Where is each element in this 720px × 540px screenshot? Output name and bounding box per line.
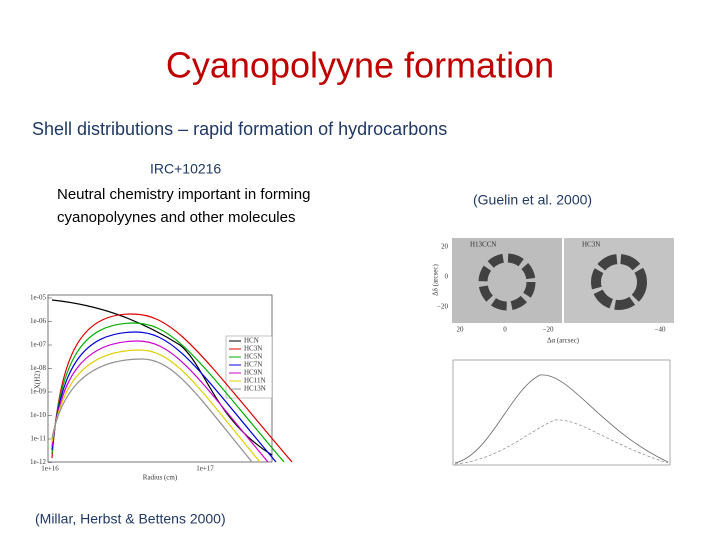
x-tick-label: 0 xyxy=(503,326,507,334)
y-tick-label: 1e-09 xyxy=(30,388,46,396)
abundance-curve xyxy=(51,313,293,463)
y-tick-label: 0 xyxy=(445,273,449,281)
y-tick-label: 20 xyxy=(441,243,449,251)
y-tick-label: 1e-05 xyxy=(30,294,46,302)
legend-label: HC11N xyxy=(244,377,266,385)
map-panel xyxy=(564,238,674,323)
x-tick-label: 1e+17 xyxy=(196,465,214,473)
abundance-curve xyxy=(51,322,285,463)
profile-curve xyxy=(454,374,669,464)
panel-label: HC3N xyxy=(582,241,600,249)
source-label: IRC+10216 xyxy=(150,161,221,177)
abundance-curve xyxy=(51,331,277,463)
map-panel xyxy=(452,238,562,323)
legend-label: HC7N xyxy=(244,361,262,369)
abundance-curve xyxy=(51,358,253,463)
x-axis-label: Radius (cm) xyxy=(143,474,178,482)
x-axis-label: Δα (arcsec) xyxy=(547,337,580,345)
legend-label: HC5N xyxy=(244,353,262,361)
y-tick-label: 1e-08 xyxy=(30,364,46,372)
y-tick-label: 1e-12 xyxy=(30,458,46,466)
legend-label: HCN xyxy=(244,337,259,345)
citation: (Guelin et al. 2000) xyxy=(473,192,592,208)
description-line: cyanopolyynes and other molecules xyxy=(57,209,295,226)
legend-label: HC9N xyxy=(244,369,262,377)
y-axis-label: X(H2) xyxy=(34,370,42,389)
abundance-curve xyxy=(51,349,261,463)
y-tick-label: 1e-11 xyxy=(30,435,46,443)
y-tick-label: 1e-07 xyxy=(30,341,46,349)
y-tick-label: 1e-10 xyxy=(30,411,46,419)
abundance-curve xyxy=(51,299,273,456)
x-tick-label: −20 xyxy=(543,326,554,334)
x-tick-label: 1e+16 xyxy=(41,465,59,473)
subtitle: Shell distributions – rapid formation of… xyxy=(32,119,447,139)
x-tick-label: −40 xyxy=(655,326,666,334)
x-tick-label: 20 xyxy=(457,326,465,334)
map-ring xyxy=(591,254,647,310)
profile-curve xyxy=(454,419,669,465)
description-line: Neutral chemistry important in forming xyxy=(57,186,310,203)
plot-frame xyxy=(452,359,671,466)
model-figure: 1e-05 1e-06 1e-07 1e-08 1e-09 1e-10 1e-11 1e-12… xyxy=(30,294,293,482)
panel-label: H13CCN xyxy=(470,241,496,249)
abundance-curve xyxy=(51,340,269,463)
map-figure: H13CCN HC3N 20 0 −20 20 0 −20 −40 Δα (arcsec) Δδ (… xyxy=(432,238,674,345)
line-figure xyxy=(452,359,671,466)
legend-label: HC13N xyxy=(244,385,266,393)
y-tick-label: 1e-06 xyxy=(30,317,46,325)
map-ring xyxy=(478,253,536,311)
y-axis-label: Δδ (arcsec) xyxy=(432,263,440,295)
y-tick-label: −20 xyxy=(437,303,448,311)
legend-label: HC3N xyxy=(244,345,262,353)
slide-title: Cyanopolyyne formation xyxy=(166,45,554,86)
legend-box xyxy=(225,335,273,399)
citation: (Millar, Herbst & Bettens 2000) xyxy=(35,511,226,527)
